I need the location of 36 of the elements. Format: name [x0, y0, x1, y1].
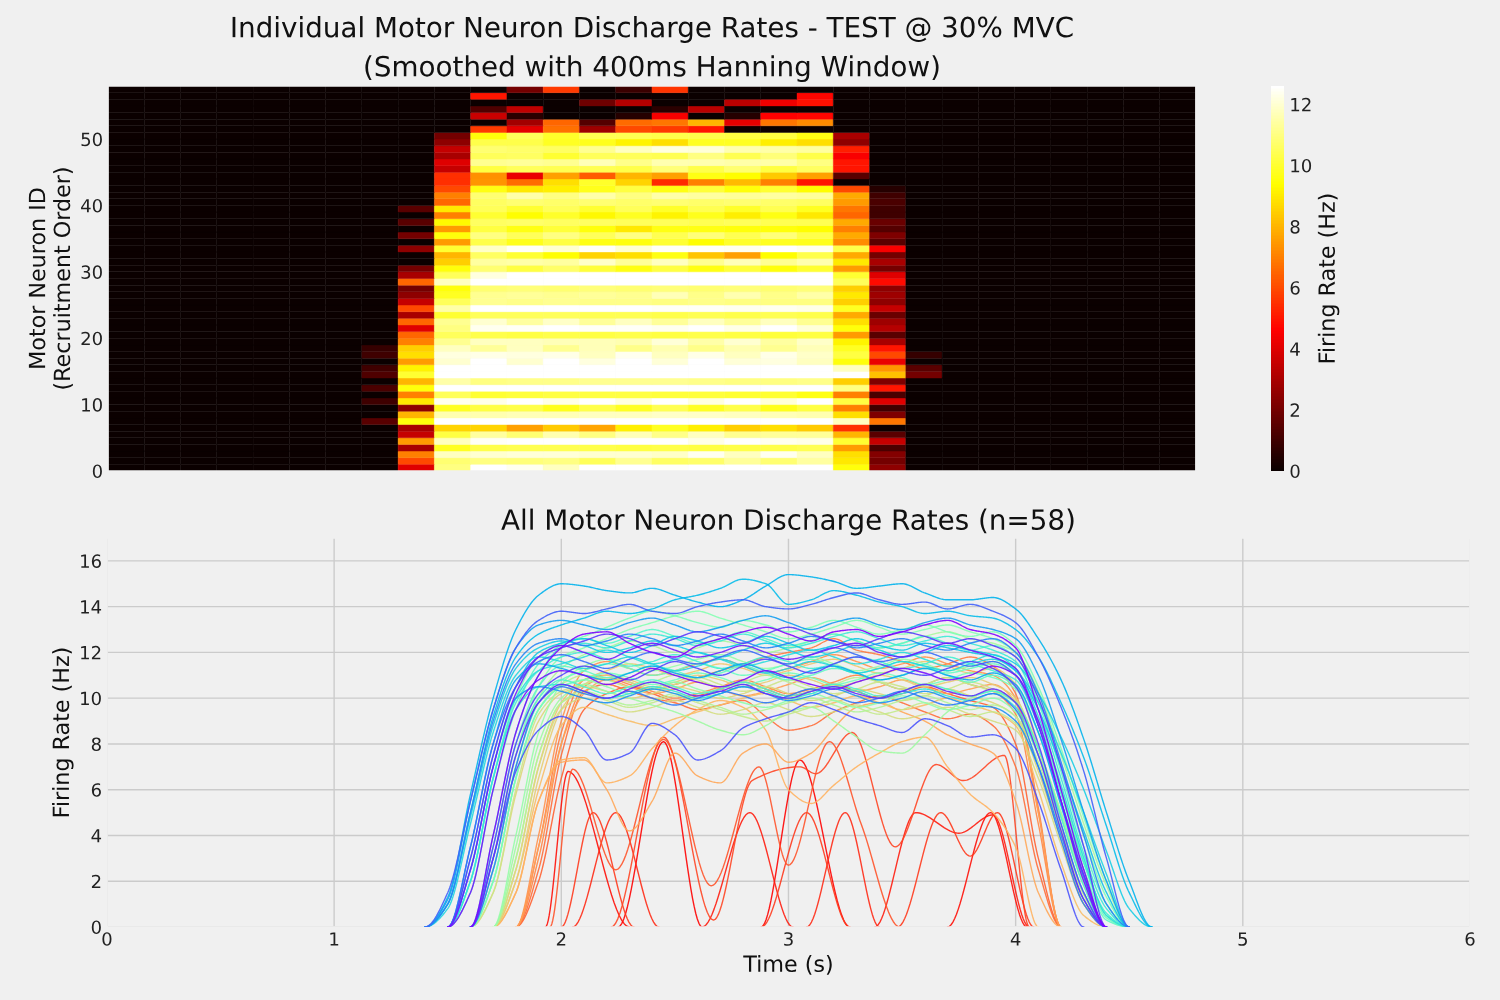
- x-tick-label: 2: [556, 932, 566, 946]
- y-tick-label: 14: [81, 600, 102, 614]
- chart-title: All Motor Neuron Discharge Rates (n=58): [501, 508, 1074, 536]
- x-tick-label: 3: [784, 932, 793, 946]
- color-bar-label: 2: [1290, 403, 1299, 417]
- x-axis-title: Time (s): [743, 954, 832, 975]
- y-tick-label: 10: [81, 691, 101, 706]
- y-tick-label: 12: [81, 645, 101, 660]
- y-axis-title: Motor Neuron ID (Recruitment Order): [28, 168, 73, 389]
- color-bar-label: 6: [1290, 281, 1300, 295]
- x-tick-label: 4: [1010, 932, 1021, 946]
- chart-subtitle: (Smoothed with 400ms Hanning Window): [365, 55, 939, 83]
- color-bar-title: Firing Rate (Hz): [1317, 194, 1340, 363]
- chart-title: Individual Motor Neuron Discharge Rates - TEST @ 30% MVC: [232, 16, 1073, 43]
- y-tick-label: 8: [91, 737, 101, 752]
- y-tick-label: 30: [81, 265, 102, 279]
- y-tick-label: 50: [81, 132, 102, 147]
- y-tick-label: 40: [81, 198, 102, 213]
- color-bar-label: 4: [1290, 342, 1300, 356]
- color-bar-label: 10: [1291, 158, 1312, 173]
- y-tick-label: 16: [81, 554, 101, 568]
- x-tick-label: 5: [1238, 932, 1247, 946]
- y-tick-label: 0: [91, 920, 101, 935]
- x-tick-label: 0: [102, 932, 112, 946]
- y-tick-label: 20: [81, 331, 102, 346]
- color-bar-label: 8: [1290, 220, 1300, 234]
- color-bar-label: 12: [1291, 97, 1311, 112]
- y-tick-label: 2: [91, 874, 101, 889]
- y-tick-label: 0: [92, 464, 102, 479]
- y-axis-title: Firing Rate (Hz): [52, 648, 74, 817]
- color-bar-label: 0: [1290, 464, 1300, 479]
- y-tick-label: 4: [91, 829, 102, 843]
- x-tick-label: 6: [1465, 932, 1475, 946]
- y-tick-label: 10: [82, 398, 102, 412]
- x-tick-label: 1: [330, 932, 339, 946]
- y-tick-label: 6: [91, 783, 101, 797]
